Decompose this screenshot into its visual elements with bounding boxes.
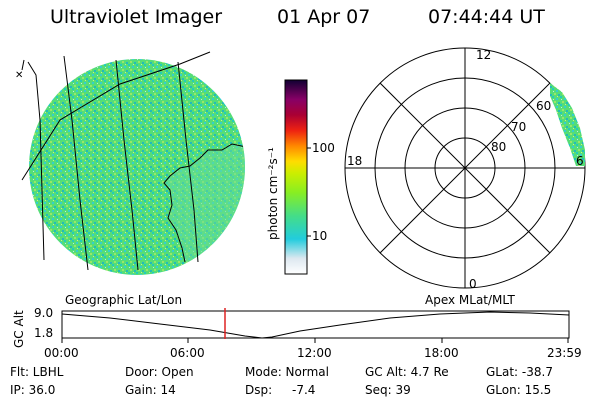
info-seq: Seq: 39 [365, 383, 411, 397]
apex-panel-label: Apex MLat/MLT [425, 293, 515, 307]
coastline [163, 143, 245, 263]
colorbar-tick-10: 10 [312, 229, 328, 243]
polar-plot [344, 47, 586, 289]
info-ip: IP: 36.0 [10, 383, 56, 397]
info-gc-alt: GC Alt: 4.7 Re [365, 365, 449, 379]
info-gain: Gain: 14 [125, 383, 176, 397]
mlt-label-12: 12 [476, 48, 492, 62]
instrument-title: Ultraviolet Imager [50, 6, 223, 28]
date-label: 01 Apr 07 [277, 6, 371, 28]
info-dsp-label: Dsp: [245, 383, 273, 397]
lat-label-80: 80 [491, 140, 507, 154]
svg-text:✕: ✕ [15, 70, 23, 81]
time-tick-0600: 06:00 [170, 346, 205, 360]
info-glon: GLon: 15.5 [486, 383, 552, 397]
mlt-label-18: 18 [347, 154, 363, 168]
mlt-label-6: 6 [576, 154, 584, 168]
info-mode: Mode: Normal [245, 365, 329, 379]
time-tick-1800: 18:00 [424, 346, 459, 360]
info-glat: GLat: -38.7 [486, 365, 553, 379]
info-door: Door: Open [125, 365, 194, 379]
colorbar-scale [284, 79, 308, 275]
info-dsp-value: -7.4 [292, 383, 316, 397]
altitude-plot [61, 308, 570, 343]
altitude-tick-1-8: 1.8 [34, 326, 54, 340]
altitude-tick-9: 9.0 [34, 306, 54, 320]
time-tick-1200: 12:00 [297, 346, 332, 360]
info-flt: Flt: LBHL [10, 365, 64, 379]
geographic-image: ✕ [15, 51, 245, 275]
colorbar-unit-label: photon cm⁻²s⁻¹ [266, 147, 280, 240]
altitude-curve [61, 311, 570, 339]
auroral-oval [550, 83, 585, 166]
time-tick-0000: 00:00 [44, 346, 79, 360]
colorbar [284, 79, 311, 275]
lat-label-70: 70 [511, 120, 527, 134]
lat-label-60: 60 [536, 99, 552, 113]
time-label: 07:44:44 UT [428, 6, 545, 28]
mlt-label-0: 0 [469, 277, 477, 291]
altitude-frame [61, 310, 570, 339]
altitude-axis-label: GC Alt [12, 310, 26, 348]
colorbar-tick-100: 100 [312, 141, 335, 155]
time-tick-2359: 23:59 [547, 346, 582, 360]
geographic-panel-label: Geographic Lat/Lon [65, 293, 183, 307]
